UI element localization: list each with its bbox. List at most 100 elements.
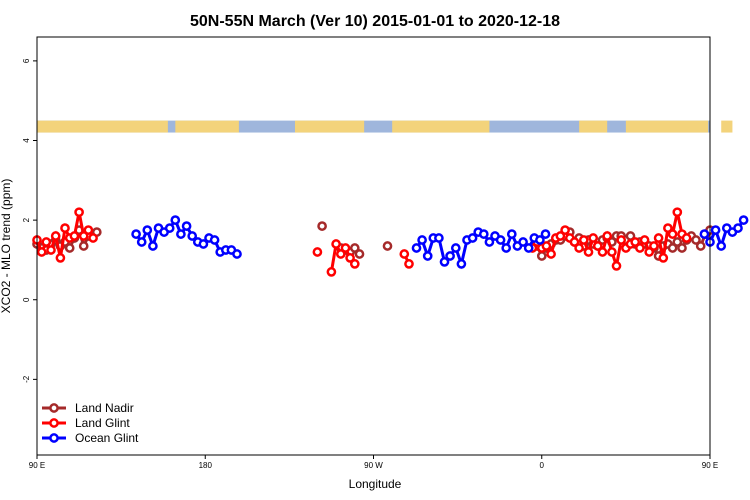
series-land-glint <box>32 207 692 277</box>
data-point <box>699 229 710 239</box>
data-point <box>536 251 547 261</box>
data-point <box>602 231 613 241</box>
data-point <box>69 231 80 241</box>
data-point <box>78 241 89 251</box>
y-tick-label: 6 <box>22 58 31 63</box>
data-point <box>583 247 594 257</box>
data-point <box>635 243 645 253</box>
chart-title: 50N-55N March (Ver 10) 2015-01-01 to 202… <box>190 13 560 30</box>
series-layer <box>32 207 749 277</box>
land-band-segment <box>625 120 709 133</box>
legend-label: Land Glint <box>75 416 130 430</box>
data-point <box>64 243 75 253</box>
data-point <box>501 243 512 253</box>
data-point <box>36 247 47 257</box>
data-point <box>326 267 337 277</box>
data-point <box>41 237 52 247</box>
data-point <box>667 229 678 239</box>
data-point <box>198 239 209 249</box>
legend-marker <box>49 433 59 443</box>
data-point <box>506 229 517 239</box>
data-point <box>569 237 580 247</box>
data-point <box>607 247 617 257</box>
data-point <box>644 247 655 257</box>
data-point <box>382 241 393 251</box>
data-point <box>555 231 566 241</box>
data-point <box>55 253 66 263</box>
data-point <box>136 237 147 247</box>
data-point <box>716 241 727 251</box>
data-point <box>78 231 89 241</box>
data-point <box>345 253 355 263</box>
data-point <box>335 249 346 259</box>
data-point <box>439 257 450 267</box>
data-point <box>639 235 650 245</box>
ocean-band <box>37 120 710 133</box>
data-point <box>518 237 528 247</box>
data-point <box>695 241 706 251</box>
land-band-segment <box>579 120 608 133</box>
x-axis-label: Longitude <box>349 477 402 491</box>
legend-marker <box>49 418 59 428</box>
data-point <box>677 243 687 253</box>
x-tick-label: 0 <box>540 461 545 470</box>
data-point <box>663 223 673 233</box>
data-point <box>354 249 365 259</box>
data-point <box>653 233 664 243</box>
data-point <box>148 241 158 251</box>
data-point <box>478 229 489 239</box>
data-point <box>317 221 327 231</box>
data-point <box>578 235 589 245</box>
data-point <box>209 235 220 245</box>
data-point <box>597 247 608 257</box>
y-tick-label: 2 <box>22 217 31 222</box>
data-point <box>630 237 641 247</box>
land-band-segment <box>392 120 490 133</box>
data-point <box>733 223 743 233</box>
data-point <box>46 245 56 255</box>
y-tick-label: -2 <box>22 375 31 383</box>
data-point <box>588 233 599 243</box>
data-point <box>535 235 545 245</box>
x-tick-label: 90 E <box>702 461 718 470</box>
data-point <box>649 241 659 251</box>
data-point <box>658 253 669 263</box>
data-point <box>672 237 683 247</box>
data-point <box>560 225 570 235</box>
data-point <box>546 249 556 259</box>
data-point <box>164 223 175 233</box>
x-axis: 90 E 180 90 W 0 90 E <box>29 455 718 470</box>
x-tick-label: 90 E <box>29 461 45 470</box>
data-point <box>541 241 552 251</box>
data-point <box>540 229 551 239</box>
land-band-segment <box>37 120 168 133</box>
data-point <box>131 229 141 239</box>
legend-label: Ocean Glint <box>75 431 139 445</box>
data-point <box>574 243 584 253</box>
data-point <box>312 247 323 257</box>
data-point <box>681 233 692 243</box>
data-point <box>445 251 455 261</box>
data-point <box>738 215 749 225</box>
data-point <box>467 233 478 243</box>
data-point <box>340 243 351 253</box>
data-point <box>331 239 341 249</box>
data-point <box>88 233 98 243</box>
data-point <box>495 235 506 245</box>
y-axis: -2 0 2 4 6 <box>22 58 37 383</box>
data-point <box>456 259 467 269</box>
data-point <box>691 235 701 245</box>
data-point <box>417 235 427 245</box>
data-point <box>176 229 186 239</box>
data-point <box>349 259 360 269</box>
land-band-segment <box>721 120 733 133</box>
y-tick-label: 4 <box>22 138 31 143</box>
data-point <box>484 237 495 247</box>
data-point <box>83 225 94 235</box>
data-point <box>142 225 153 235</box>
data-point <box>349 243 360 253</box>
data-point <box>422 251 433 261</box>
y-tick-label: 0 <box>22 297 31 302</box>
